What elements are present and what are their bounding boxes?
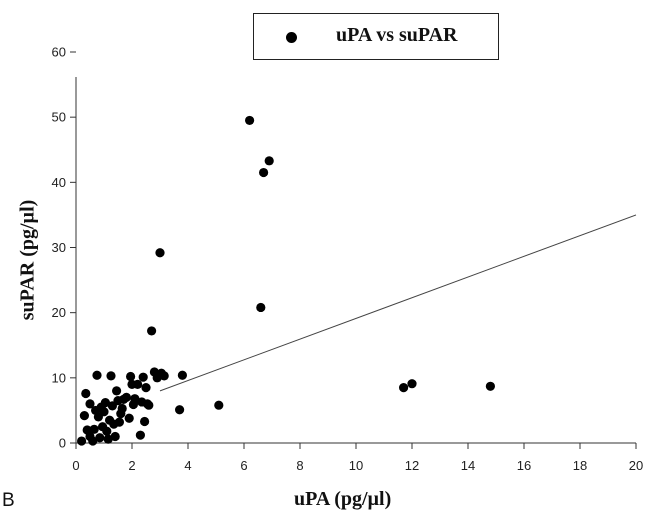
data-point <box>85 399 95 409</box>
data-point <box>256 302 266 313</box>
x-tick-label: 18 <box>573 458 587 473</box>
data-point <box>399 383 409 393</box>
data-point <box>92 370 102 380</box>
data-point <box>245 115 255 126</box>
x-tick-label: 6 <box>240 458 247 473</box>
y-tick-label: 40 <box>52 175 66 190</box>
data-point <box>214 400 224 410</box>
x-tick-label: 2 <box>128 458 135 473</box>
x-axis: 0 2 4 6 8 10 12 14 16 18 20 <box>72 442 643 473</box>
x-tick-label: 8 <box>296 458 303 473</box>
data-point <box>144 400 154 410</box>
data-point <box>159 371 169 381</box>
data-point <box>124 413 134 423</box>
y-tick-label: 60 <box>52 45 66 60</box>
data-point <box>147 326 157 336</box>
data-point <box>407 379 417 389</box>
data-point <box>264 156 274 166</box>
legend-label: uPA vs suPAR <box>336 24 458 46</box>
data-point <box>117 403 127 414</box>
x-axis-title: uPA (pg/µl) <box>294 488 392 510</box>
legend: uPA vs suPAR <box>253 13 499 60</box>
data-point <box>155 248 165 258</box>
regression-line-group <box>159 214 637 392</box>
data-point <box>259 167 269 178</box>
data-point <box>99 407 109 417</box>
x-tick-label: 12 <box>405 458 419 473</box>
x-tick-label: 10 <box>349 458 363 473</box>
x-tick-label: 14 <box>461 458 475 473</box>
data-point <box>138 372 148 382</box>
x-tick-label: 0 <box>72 458 79 473</box>
y-tick-label: 0 <box>59 436 66 451</box>
data-point <box>89 424 99 434</box>
legend-marker-icon <box>286 32 297 43</box>
regression-line <box>159 214 637 392</box>
data-point <box>110 431 120 442</box>
data-point <box>103 434 113 444</box>
data-point <box>112 386 122 396</box>
data-point <box>114 417 124 427</box>
panel-label: B <box>2 490 15 511</box>
data-point <box>121 392 131 402</box>
data-point <box>140 416 150 427</box>
x-tick-label: 4 <box>184 458 191 473</box>
data-point <box>95 433 105 443</box>
data-point <box>177 370 187 380</box>
data-point <box>102 426 112 436</box>
data-point <box>79 411 89 421</box>
data-point <box>81 388 91 399</box>
y-tick-label: 50 <box>52 110 66 125</box>
x-tick-label: 16 <box>517 458 531 473</box>
x-tick-label: 20 <box>629 458 643 473</box>
data-point <box>141 383 151 393</box>
y-tick-label: 10 <box>52 370 66 385</box>
data-point <box>175 405 185 415</box>
data-point <box>77 436 87 446</box>
data-point <box>485 381 495 391</box>
data-points <box>77 115 495 446</box>
data-point <box>135 430 145 440</box>
data-point <box>88 436 98 446</box>
y-axis: 0 10 20 30 40 50 60 <box>52 45 77 451</box>
y-tick-label: 30 <box>52 240 66 255</box>
data-point <box>106 371 116 381</box>
data-point <box>133 379 143 389</box>
y-axis-title: suPAR (pg/µl) <box>16 199 39 321</box>
data-point <box>126 371 136 382</box>
y-tick-label: 20 <box>52 305 66 320</box>
data-point <box>130 394 140 404</box>
data-point <box>100 397 110 408</box>
